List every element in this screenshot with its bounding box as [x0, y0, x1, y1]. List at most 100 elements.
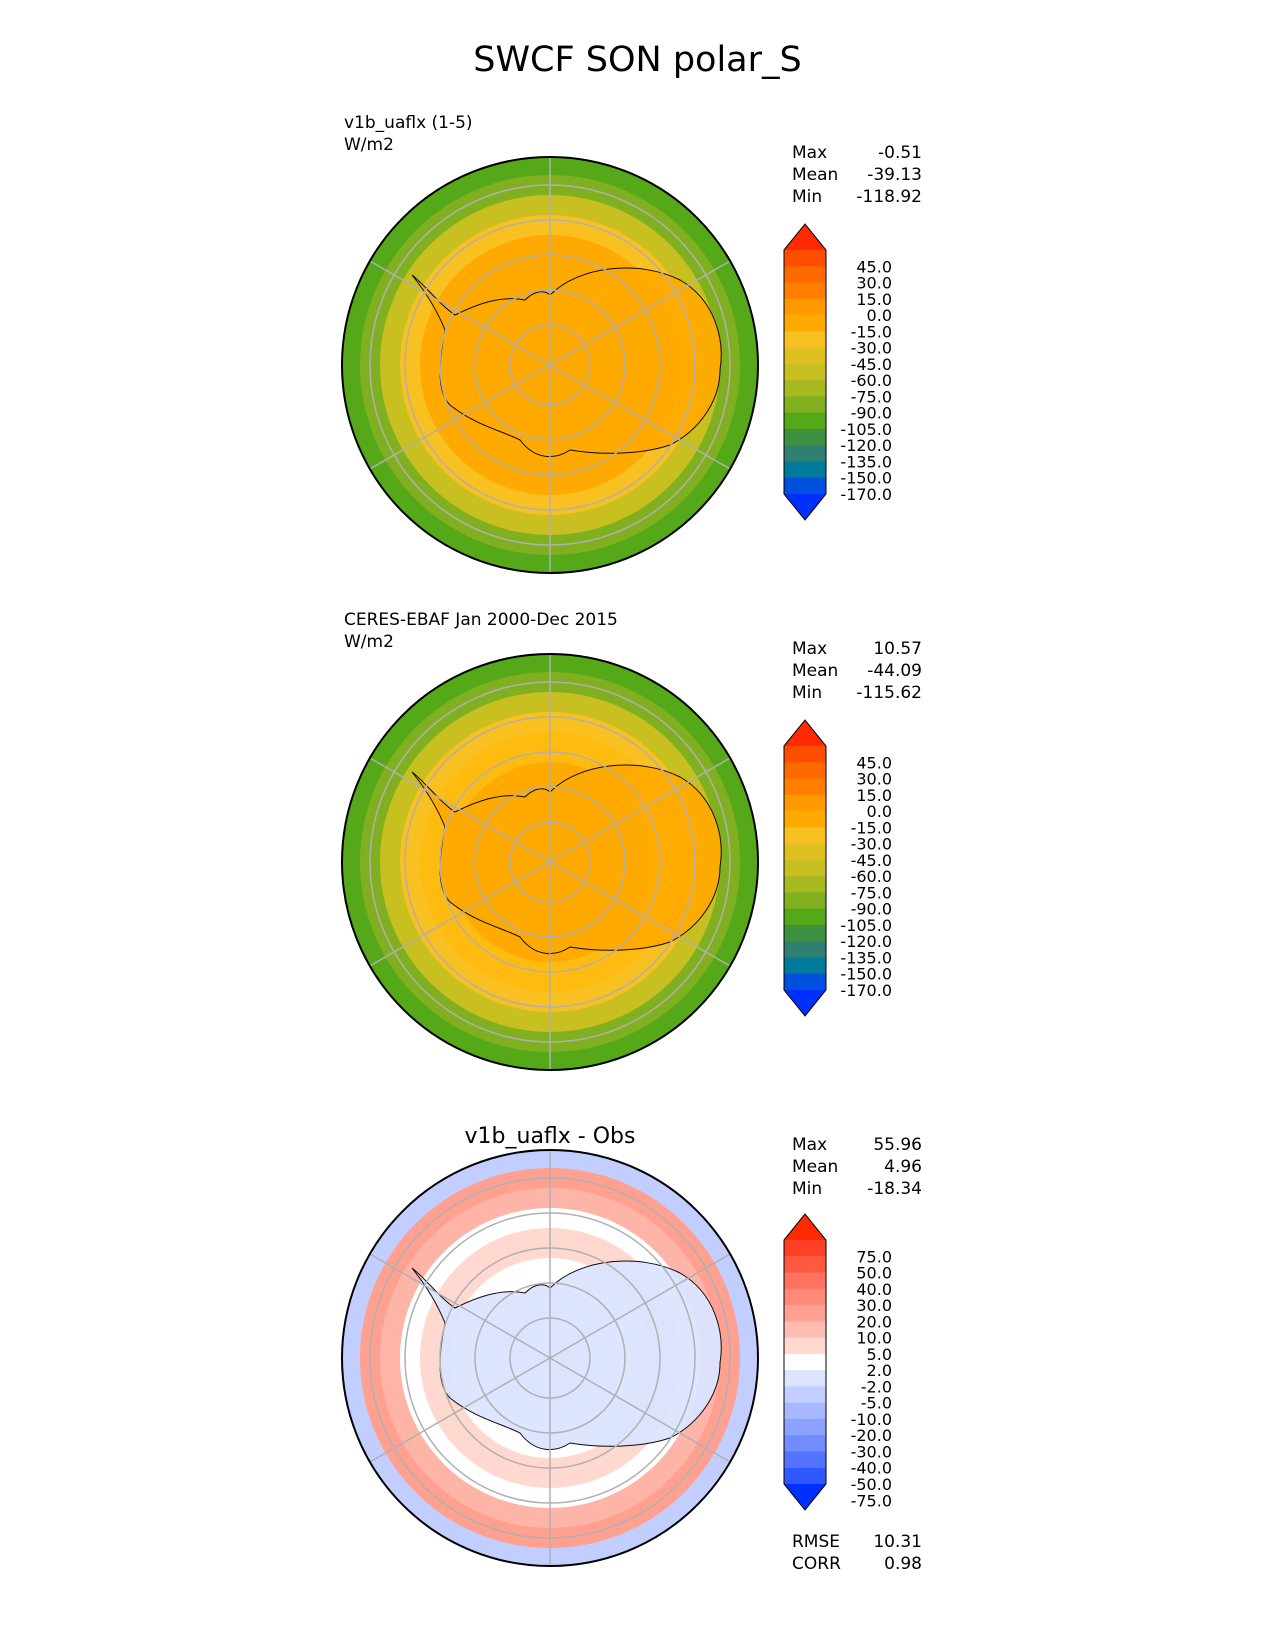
colorbar-tick-label: -45.0 [851, 355, 892, 374]
colorbar-tick-label: -75.0 [851, 883, 892, 902]
panel-2-colorbar: 45.030.015.00.0-15.0-30.0-45.0-60.0-75.0… [783, 719, 892, 1017]
stat-label: Min [792, 683, 823, 703]
panel-2-units: W/m2 [344, 632, 394, 652]
map-border [341, 653, 759, 1071]
colorbar-tick-label: -75.0 [851, 1491, 892, 1510]
map-border [341, 1149, 759, 1567]
colorbar-segment [784, 1435, 826, 1452]
colorbar-tick-label: -150.0 [840, 965, 892, 984]
colorbar-tick-label: -15.0 [851, 818, 892, 837]
stat-row: Mean 4.96 [792, 1156, 922, 1178]
colorbar-tick-label: 20.0 [856, 1312, 892, 1331]
colorbar-segment [784, 1386, 826, 1404]
colorbar-tick-label: -60.0 [851, 371, 892, 390]
panel-1-stats: Max -0.51 Mean -39.13 Min -118.92 [792, 142, 922, 208]
colorbar-segment [784, 859, 826, 877]
stat-row: Min -18.34 [792, 1178, 922, 1200]
stat-value: 55.96 [873, 1135, 922, 1155]
colorbar-tick-label: -135.0 [840, 452, 892, 471]
panel-2-polar-map [341, 653, 759, 1071]
panel-2-title: CERES-EBAF Jan 2000-Dec 2015 [344, 610, 618, 630]
colorbar-outline [783, 719, 827, 1017]
stat-row: Max 55.96 [792, 1134, 922, 1156]
stat-label: Mean [792, 165, 839, 185]
colorbar-segment [784, 363, 826, 381]
stat-label: Mean [792, 1157, 839, 1177]
colorbar-tick-label: -10.0 [851, 1410, 892, 1429]
colorbar-segment [784, 347, 826, 365]
longitude-gridline [549, 364, 733, 471]
panel-1-colorbar: 45.030.015.00.0-15.0-30.0-45.0-60.0-75.0… [783, 223, 892, 521]
colorbar-tick-label: 10.0 [856, 1329, 892, 1348]
colorbar-tick-label: -75.0 [851, 387, 892, 406]
stat-value: -39.13 [867, 165, 922, 185]
longitude-gridline [549, 259, 733, 366]
map-border [341, 156, 759, 574]
stat-row: Max 10.57 [792, 638, 922, 660]
panel-3-metrics: RMSE 10.31 CORR 0.98 [792, 1531, 922, 1575]
stat-row: Min -115.62 [792, 682, 922, 704]
stat-row: Mean -39.13 [792, 164, 922, 186]
colorbar-segment [784, 876, 826, 893]
stat-label: Mean [792, 661, 839, 681]
longitude-gridline [367, 861, 551, 968]
colorbar-outline [783, 1213, 827, 1511]
colorbar-segment [784, 1467, 826, 1485]
colorbar-tick-label: -90.0 [851, 404, 892, 423]
longitude-gridline [549, 756, 733, 863]
colorbar-tick-label: 40.0 [856, 1280, 892, 1299]
colorbar-tick-label: 30.0 [856, 274, 892, 293]
colorbar-segment [784, 445, 826, 462]
colorbar-segment [784, 1451, 826, 1469]
stat-value: -115.62 [856, 683, 922, 703]
stat-row: Max -0.51 [792, 142, 922, 164]
colorbar-segment [784, 941, 826, 958]
colorbar-tick-label: -170.0 [840, 485, 892, 504]
colorbar-outline [783, 223, 827, 521]
colorbar-tick-label: -135.0 [840, 948, 892, 967]
colorbar-segment [784, 843, 826, 861]
stat-value: -44.09 [867, 661, 922, 681]
panel-2-stats: Max 10.57 Mean -44.09 Min -115.62 [792, 638, 922, 704]
colorbar-segment [784, 1370, 826, 1387]
colorbar-tick-label: -105.0 [840, 916, 892, 935]
colorbar-segment [784, 1321, 826, 1339]
colorbar-segment [784, 412, 826, 430]
longitude-gridline [367, 364, 551, 471]
colorbar-segment [784, 892, 826, 910]
panel-3-polar-map [341, 1149, 759, 1567]
colorbar-segment [784, 266, 826, 284]
metric-value: 10.31 [873, 1532, 922, 1552]
colorbar-segment [784, 778, 826, 796]
colorbar-tick-label: -150.0 [840, 469, 892, 488]
stat-value: -0.51 [878, 143, 922, 163]
metric-value: 0.98 [884, 1554, 922, 1574]
colorbar-segment [784, 396, 826, 414]
longitude-gridline [549, 861, 733, 968]
colorbar-segment [784, 957, 826, 975]
panel-1-title: v1b_uaflx (1-5) [344, 113, 473, 133]
colorbar-tick-label: -20.0 [851, 1426, 892, 1445]
colorbar-over-extension [784, 224, 826, 250]
colorbar-tick-label: 30.0 [856, 770, 892, 789]
stat-label: Min [792, 1179, 823, 1199]
stat-value: 10.57 [873, 639, 922, 659]
colorbar-segment [784, 1256, 826, 1274]
colorbar-tick-label: -120.0 [840, 932, 892, 951]
metric-row: RMSE 10.31 [792, 1531, 922, 1553]
colorbar-over-extension [784, 720, 826, 746]
stat-row: Min -118.92 [792, 186, 922, 208]
stat-label: Min [792, 187, 823, 207]
colorbar-tick-label: 50.0 [856, 1264, 892, 1283]
longitude-gridline [367, 756, 551, 863]
colorbar-segment [784, 282, 826, 300]
colorbar-tick-label: 15.0 [856, 290, 892, 309]
panel-1-units: W/m2 [344, 135, 394, 155]
colorbar-segment [784, 746, 826, 763]
colorbar-segment [784, 1402, 826, 1420]
figure-title: SWCF SON polar_S [473, 40, 802, 80]
colorbar-under-extension [784, 1484, 826, 1510]
longitude-gridline [367, 1252, 551, 1359]
colorbar-segment [784, 315, 826, 332]
panel-3-stats: Max 55.96 Mean 4.96 Min -18.34 [792, 1134, 922, 1200]
